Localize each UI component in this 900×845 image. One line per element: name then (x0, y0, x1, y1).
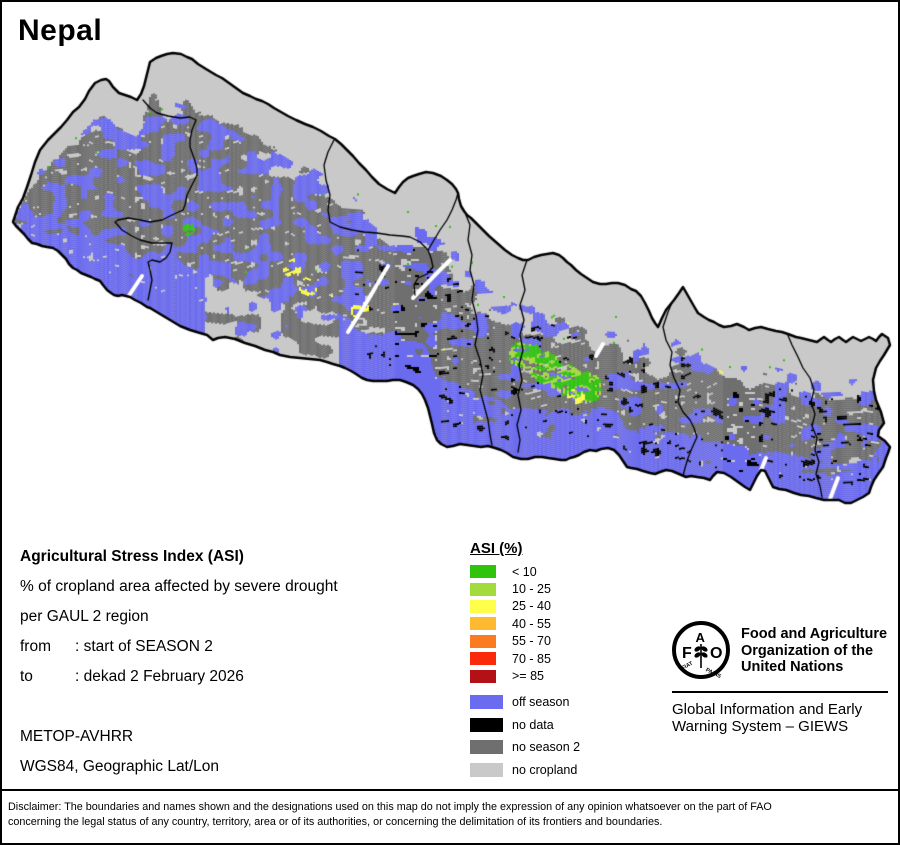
disclaimer: Disclaimer: The boundaries and names sho… (0, 789, 900, 845)
legend-swatch (470, 617, 496, 631)
info-title: Agricultural Stress Index (ASI) (20, 548, 244, 565)
legend-swatch (470, 717, 503, 732)
info-from-row: from : start of SEASON 2 (20, 632, 338, 662)
legend-row: no season 2 (470, 736, 580, 759)
info-description: % of cropland area affected by severe dr… (20, 578, 338, 595)
asi-legend: ASI (%) < 10 10 - 25 25 - 40 40 - 55 55 … (470, 540, 551, 685)
legend-swatch (470, 599, 496, 613)
legend-swatch (470, 762, 503, 777)
legend-swatch (470, 695, 503, 710)
legend-swatch (470, 669, 496, 683)
giews-name: Global Information and Early Warning Sys… (672, 701, 863, 735)
legend-row: 40 - 55 (470, 615, 551, 632)
map-info-block: Agricultural Stress Index (ASI) % of cro… (20, 542, 338, 692)
fao-separator (672, 691, 888, 693)
legend-row: 70 - 85 (470, 650, 551, 667)
from-label: from (20, 638, 51, 655)
legend-swatch (470, 740, 503, 755)
asi-legend-title: ASI (%) (470, 540, 523, 557)
legend-swatch (470, 634, 496, 648)
legend-swatch (470, 565, 496, 579)
svg-text:A: A (696, 630, 706, 645)
legend-row: 10 - 25 (470, 580, 551, 597)
sensor-name: METOP-AVHRR (20, 728, 134, 745)
to-value: : dekad 2 February 2026 (75, 668, 244, 685)
legend-row: < 10 (470, 563, 551, 580)
legend-row: no data (470, 714, 580, 737)
svg-text:O: O (710, 645, 722, 662)
sensor-block: METOP-AVHRR WGS84, Geographic Lat/Lon (20, 722, 219, 782)
legend-row: no cropland (470, 759, 580, 782)
legend-row: 55 - 70 (470, 633, 551, 650)
info-to-row: to : dekad 2 February 2026 (20, 662, 338, 692)
from-value: : start of SEASON 2 (75, 638, 213, 655)
page-title: Nepal (18, 14, 103, 47)
legend-row: off season (470, 691, 580, 714)
fao-logo-icon: F A O FIAT PANIS (672, 621, 730, 680)
legend-swatch (470, 582, 496, 596)
legend-swatch (470, 652, 496, 666)
legend-row: 25 - 40 (470, 598, 551, 615)
fao-org-name: Food and Agriculture Organization of the… (741, 626, 888, 675)
svg-text:F: F (682, 645, 692, 662)
info-region: per GAUL 2 region (20, 608, 149, 625)
to-label: to (20, 668, 33, 685)
season-legend: off season no data no season 2 no cropla… (470, 691, 580, 781)
svg-text:FIAT: FIAT (681, 660, 695, 671)
disclaimer-line: Disclaimer: The boundaries and names sho… (8, 801, 772, 813)
projection-name: WGS84, Geographic Lat/Lon (20, 758, 220, 775)
disclaimer-line: concerning the legal status of any count… (8, 815, 663, 828)
legend-row: >= 85 (470, 667, 551, 684)
fao-block: F A O FIAT PANIS Food and Agriculture Or… (670, 618, 890, 735)
